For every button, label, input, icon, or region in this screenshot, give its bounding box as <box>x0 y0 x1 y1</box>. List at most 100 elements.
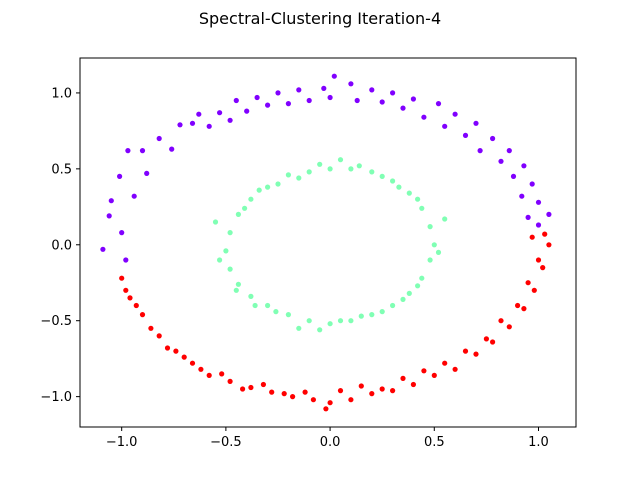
data-point-cluster-2 <box>379 309 385 315</box>
data-point-cluster-2 <box>275 181 281 187</box>
data-point-cluster-0 <box>546 211 552 217</box>
data-point-cluster-1 <box>506 324 512 330</box>
data-point-cluster-1 <box>542 231 548 237</box>
data-point-cluster-0 <box>106 213 112 219</box>
data-point-cluster-0 <box>410 96 416 102</box>
data-point-cluster-0 <box>100 246 106 252</box>
data-point-cluster-1 <box>260 381 266 388</box>
y-tick-label: 0.0 <box>51 238 72 253</box>
data-point-cluster-2 <box>348 318 354 324</box>
data-point-cluster-0 <box>285 101 291 107</box>
data-point-cluster-2 <box>296 325 302 331</box>
data-point-cluster-1 <box>410 381 416 388</box>
data-point-cluster-0 <box>244 108 250 114</box>
data-point-cluster-2 <box>390 302 396 309</box>
data-point-cluster-0 <box>123 257 129 263</box>
data-point-cluster-0 <box>296 87 302 93</box>
data-point-cluster-0 <box>535 199 542 205</box>
data-point-cluster-2 <box>435 249 442 255</box>
data-point-cluster-2 <box>406 190 412 196</box>
data-point-cluster-1 <box>198 366 204 372</box>
data-point-cluster-0 <box>117 173 123 179</box>
data-point-cluster-2 <box>337 157 344 163</box>
data-point-cluster-2 <box>396 184 402 190</box>
data-point-cluster-0 <box>348 81 354 87</box>
data-point-cluster-0 <box>217 110 223 116</box>
data-point-cluster-0 <box>519 193 525 199</box>
data-point-cluster-1 <box>515 302 521 309</box>
data-point-cluster-2 <box>227 230 233 236</box>
y-axis: −1.0 −0.5 0.0 0.5 1.0 <box>40 86 80 405</box>
data-point-cluster-1 <box>206 372 212 378</box>
data-point-cluster-1 <box>327 400 333 406</box>
data-point-cluster-0 <box>119 230 125 236</box>
data-point-cluster-1 <box>337 388 344 394</box>
data-point-cluster-2 <box>265 302 271 309</box>
data-point-cluster-1 <box>379 386 385 392</box>
data-point-cluster-1 <box>473 351 479 357</box>
data-point-cluster-2 <box>317 327 323 333</box>
data-point-cluster-2 <box>235 211 241 217</box>
data-point-cluster-0 <box>306 97 312 104</box>
data-point-cluster-1 <box>483 336 489 342</box>
data-point-cluster-2 <box>265 184 271 190</box>
data-point-cluster-0 <box>525 214 531 220</box>
data-point-cluster-0 <box>233 97 239 104</box>
data-point-cluster-0 <box>498 158 504 164</box>
chart-title: Spectral-Clustering Iteration-4 <box>199 9 441 28</box>
data-point-cluster-1 <box>123 287 129 293</box>
x-axis: −1.0 −0.5 0.0 0.5 1.0 <box>106 427 549 450</box>
data-point-cluster-2 <box>217 257 223 263</box>
data-point-cluster-1 <box>181 354 187 360</box>
data-point-cluster-1 <box>281 391 287 397</box>
data-point-cluster-0 <box>189 120 196 126</box>
data-point-cluster-1 <box>164 345 171 351</box>
data-point-cluster-2 <box>235 281 241 287</box>
data-point-cluster-0 <box>535 222 542 228</box>
data-point-cluster-1 <box>525 280 531 286</box>
y-tick-label: −0.5 <box>40 314 72 329</box>
data-point-cluster-1 <box>290 394 296 400</box>
data-point-cluster-1 <box>189 360 196 366</box>
data-point-cluster-1 <box>535 257 542 263</box>
data-point-cluster-0 <box>462 132 469 138</box>
data-point-cluster-0 <box>477 148 483 154</box>
data-point-cluster-1 <box>156 333 162 339</box>
y-tick-label: 1.0 <box>51 86 72 101</box>
data-point-cluster-0 <box>452 111 458 117</box>
data-point-cluster-2 <box>415 196 421 202</box>
x-tick-label: −0.5 <box>210 435 242 450</box>
data-point-cluster-2 <box>348 166 354 172</box>
data-point-cluster-2 <box>337 318 344 324</box>
data-point-cluster-1 <box>240 386 246 392</box>
data-point-cluster-0 <box>275 90 281 96</box>
data-point-cluster-2 <box>419 205 425 211</box>
data-point-cluster-1 <box>139 312 146 318</box>
data-point-cluster-2 <box>242 205 248 211</box>
data-point-cluster-2 <box>223 248 229 254</box>
data-point-cluster-0 <box>254 94 260 101</box>
data-point-cluster-2 <box>248 196 254 202</box>
data-point-cluster-1 <box>358 383 364 389</box>
plot-frame <box>79 57 577 428</box>
data-point-cluster-2 <box>256 187 262 193</box>
data-point-cluster-0 <box>196 111 202 117</box>
data-point-cluster-0 <box>265 102 271 108</box>
data-point-cluster-2 <box>358 313 364 319</box>
data-point-cluster-1 <box>219 371 225 377</box>
data-point-cluster-1 <box>248 384 254 391</box>
data-point-cluster-2 <box>427 224 433 230</box>
data-point-cluster-0 <box>521 163 527 169</box>
data-point-cluster-2 <box>296 175 302 181</box>
data-point-cluster-1 <box>302 389 308 395</box>
data-point-cluster-0 <box>421 114 427 120</box>
data-point-cluster-0 <box>490 135 496 142</box>
data-point-cluster-2 <box>390 178 396 184</box>
data-point-cluster-1 <box>400 375 406 381</box>
data-point-cluster-0 <box>529 181 535 187</box>
data-point-cluster-2 <box>285 312 291 318</box>
data-point-cluster-2 <box>233 287 239 293</box>
data-point-cluster-1 <box>310 397 316 403</box>
data-point-cluster-1 <box>127 295 133 301</box>
